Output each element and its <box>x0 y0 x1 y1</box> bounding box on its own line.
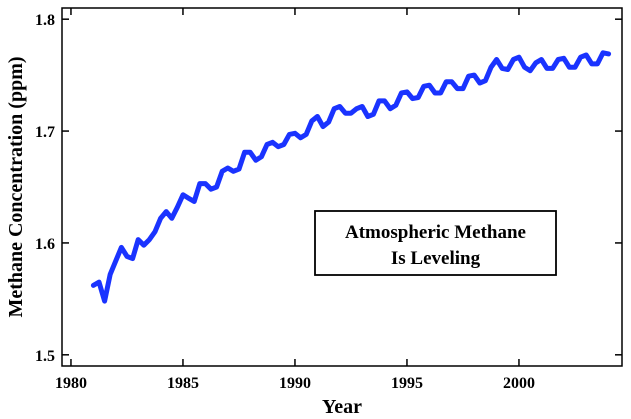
x-axis-ticks: 1980 1985 1990 1995 2000 <box>55 8 535 392</box>
y-tick-label: 1.8 <box>35 12 55 29</box>
annotation-line-1: Atmospheric Methane <box>345 222 526 243</box>
x-tick-label: 1990 <box>279 375 311 392</box>
y-axis-ticks: 1.5 1.6 1.7 1.8 <box>35 12 622 365</box>
annotation-line-2: Is Leveling <box>391 248 481 269</box>
x-tick-label: 1985 <box>167 375 199 392</box>
methane-series-line <box>90 50 612 304</box>
annotation-frame <box>314 210 557 276</box>
y-axis-title: Methane Concentration (ppm) <box>5 56 27 317</box>
y-tick-label: 1.6 <box>35 236 55 253</box>
y-tick-label: 1.5 <box>35 348 55 365</box>
x-tick-label: 2000 <box>503 375 535 392</box>
x-tick-label: 1980 <box>55 375 87 392</box>
plot-frame <box>61 7 623 367</box>
y-tick-label: 1.7 <box>35 124 55 141</box>
x-axis-title: Year <box>322 396 362 418</box>
x-tick-label: 1995 <box>391 375 423 392</box>
annotation-box: Atmospheric Methane Is Leveling <box>314 210 557 276</box>
